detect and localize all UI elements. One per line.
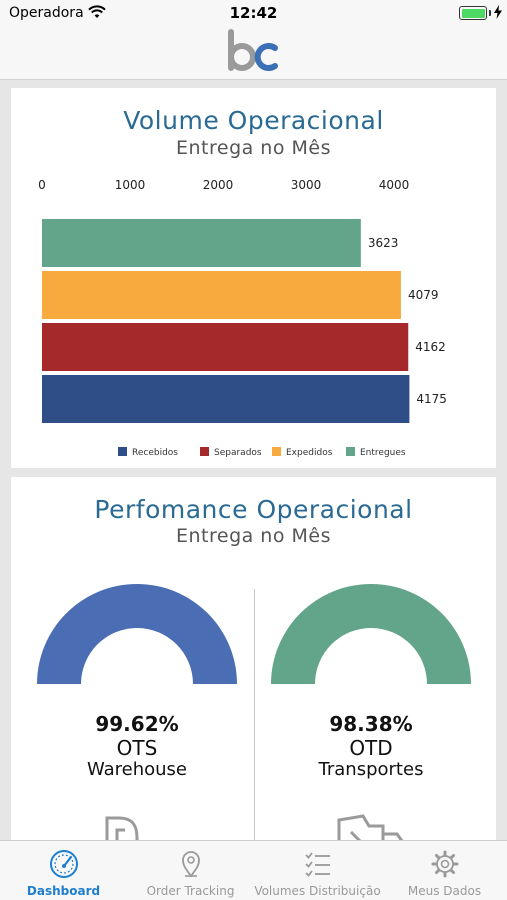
- performance-title: Perfomance Operacional: [94, 495, 413, 524]
- legend-swatch: [272, 447, 281, 456]
- status-bar: Operadora 12:42: [0, 0, 507, 28]
- tab-bar: Dashboard Order Tracking Volumes Distrib…: [0, 840, 507, 900]
- legend-label: Separados: [214, 448, 262, 458]
- app-header: [0, 28, 507, 80]
- battery-icon: [459, 6, 487, 20]
- legend-label: Expedidos: [286, 448, 333, 458]
- bar-entregues: [42, 219, 361, 267]
- legend-swatch: [200, 447, 209, 456]
- x-tick-label: 0: [38, 178, 46, 192]
- checklist-icon: [304, 852, 330, 877]
- tab-dashboard[interactable]: Dashboard: [0, 841, 127, 900]
- ots-label: Warehouse: [86, 759, 188, 780]
- bar-value-label: 4162: [415, 340, 446, 354]
- bar-value-label: 4175: [416, 392, 447, 406]
- tab-dashboard-label: Dashboard: [26, 884, 101, 898]
- volume-title: Volume Operacional: [123, 106, 384, 135]
- legend-label: Recebidos: [132, 448, 178, 458]
- tab-order-tracking[interactable]: Order Tracking: [127, 841, 254, 900]
- metrics-divider: [254, 589, 255, 857]
- location-pin-icon: [181, 851, 200, 878]
- x-tick-label: 4000: [379, 178, 410, 192]
- tab-meus-dados[interactable]: Meus Dados: [381, 841, 507, 900]
- bar-separados: [42, 323, 409, 371]
- status-clock: 12:42: [229, 4, 278, 22]
- ots-percentage: 99.62%: [95, 712, 179, 736]
- wifi-icon: [88, 5, 106, 18]
- otd-gauge: [271, 584, 471, 684]
- gear-icon: [431, 850, 458, 878]
- performance-subtitle: Entrega no Mês: [175, 525, 331, 547]
- tab-volumes-distribuicao-label: Volumes Distribuição: [254, 884, 381, 898]
- carrier-name: Operadora: [9, 5, 84, 21]
- battery-tip: [489, 10, 491, 16]
- x-tick-label: 1000: [115, 178, 146, 192]
- bar-expedidos: [42, 271, 401, 319]
- bc-logo: [228, 29, 278, 71]
- bar-value-label: 4079: [408, 288, 439, 302]
- charging-bolt-icon: [494, 5, 502, 19]
- bar-value-label: 3623: [368, 236, 399, 250]
- ots-gauge: [37, 584, 237, 684]
- tab-volumes-distribuicao[interactable]: Volumes Distribuição: [254, 841, 381, 900]
- tab-meus-dados-label: Meus Dados: [407, 884, 482, 898]
- otd-gauge-arc: [271, 584, 471, 684]
- otd-code: OTD: [349, 736, 393, 760]
- volume-bar-chart: 0 1000 2000 3000 4000 3623 4079 4162 4175 Recebid…: [38, 178, 447, 458]
- volume-card: Volume Operacional Entrega no Mês 0 1000 2…: [11, 88, 496, 468]
- tab-order-tracking-label: Order Tracking: [146, 884, 235, 898]
- volume-subtitle: Entrega no Mês: [175, 137, 331, 159]
- ots-gauge-arc: [37, 584, 237, 684]
- x-tick-label: 2000: [203, 178, 234, 192]
- ots-code: OTS: [116, 736, 158, 760]
- speedometer-icon: [49, 850, 78, 878]
- x-tick-label: 3000: [291, 178, 322, 192]
- legend-label: Entregues: [360, 448, 406, 458]
- performance-card: Perfomance Operacional Entrega no Mês 99…: [11, 477, 496, 857]
- otd-percentage: 98.38%: [329, 712, 413, 736]
- otd-label: Transportes: [318, 759, 424, 780]
- legend-swatch: [346, 447, 355, 456]
- legend-swatch: [118, 447, 127, 456]
- bar-recebidos: [42, 375, 410, 423]
